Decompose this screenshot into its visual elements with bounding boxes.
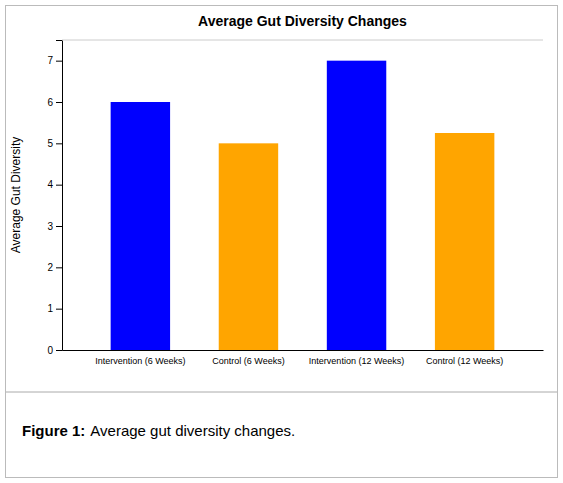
y-tick-mark xyxy=(56,309,62,310)
y-tick: 5 xyxy=(47,138,62,149)
y-tick: 2 xyxy=(47,262,62,273)
title: Average Gut Diversity Changes xyxy=(198,13,407,29)
bar xyxy=(327,61,386,350)
y-tick-label: 0 xyxy=(47,345,53,356)
y-tick-mark xyxy=(56,61,62,62)
y-tick-label: 4 xyxy=(47,179,53,190)
frame-border xyxy=(6,6,558,478)
y-tick-label: 5 xyxy=(47,138,53,149)
chart: 0 1 2 3 4 5 6 7 Intervention (6 Weeks) Control (6… xyxy=(0,0,563,483)
y-tick-mark xyxy=(56,143,62,144)
caption-text: Average gut diversity changes. xyxy=(90,422,295,439)
x-tick: Intervention (12 Weeks) xyxy=(309,350,404,366)
y-tick-mark xyxy=(56,267,62,268)
x-axis-line xyxy=(63,350,544,351)
y-axis-title: Average Gut Diversity xyxy=(9,137,23,254)
y-tick-label: 2 xyxy=(47,262,53,273)
y-tick: 3 xyxy=(47,221,62,232)
bar xyxy=(219,143,278,350)
bar xyxy=(435,133,494,350)
y-tick-mark xyxy=(56,350,62,351)
y-tick-mark xyxy=(56,226,62,227)
x-tick: Intervention (6 Weeks) xyxy=(95,350,185,366)
y-tick-mark xyxy=(56,102,62,103)
y-tick: 4 xyxy=(47,179,62,190)
bars xyxy=(111,61,495,350)
x-tick: Control (12 Weeks) xyxy=(426,350,503,366)
y-axis-line xyxy=(56,41,63,351)
plot: 0 1 2 3 4 5 6 7 Intervention (6 Weeks) Control (6… xyxy=(47,40,543,366)
y-tick-label: 7 xyxy=(47,55,53,66)
x-axis: Intervention (6 Weeks) Control (6 Weeks) I… xyxy=(63,350,544,366)
caption-separator xyxy=(6,392,557,393)
y-tick-label: 3 xyxy=(47,221,53,232)
y-tick-mark xyxy=(56,185,62,186)
x-tick-label: Intervention (6 Weeks) xyxy=(95,356,185,366)
y-tick: 0 xyxy=(47,345,62,356)
caption-label: Figure 1: xyxy=(22,422,85,439)
y-tick-label: 6 xyxy=(47,97,53,108)
caption: Figure 1: Average gut diversity changes. xyxy=(22,422,295,439)
plot-top-edge xyxy=(62,40,543,41)
y-axis: 0 1 2 3 4 5 6 7 xyxy=(47,41,62,356)
bar xyxy=(111,102,170,350)
x-tick: Control (6 Weeks) xyxy=(212,350,284,366)
y-tick: 7 xyxy=(47,55,62,66)
y-tick: 6 xyxy=(47,97,62,108)
x-tick-label: Intervention (12 Weeks) xyxy=(309,356,404,366)
x-tick-label: Control (12 Weeks) xyxy=(426,356,503,366)
y-tick-label: 1 xyxy=(47,303,53,314)
y-tick: 1 xyxy=(47,303,62,314)
x-tick-label: Control (6 Weeks) xyxy=(212,356,284,366)
